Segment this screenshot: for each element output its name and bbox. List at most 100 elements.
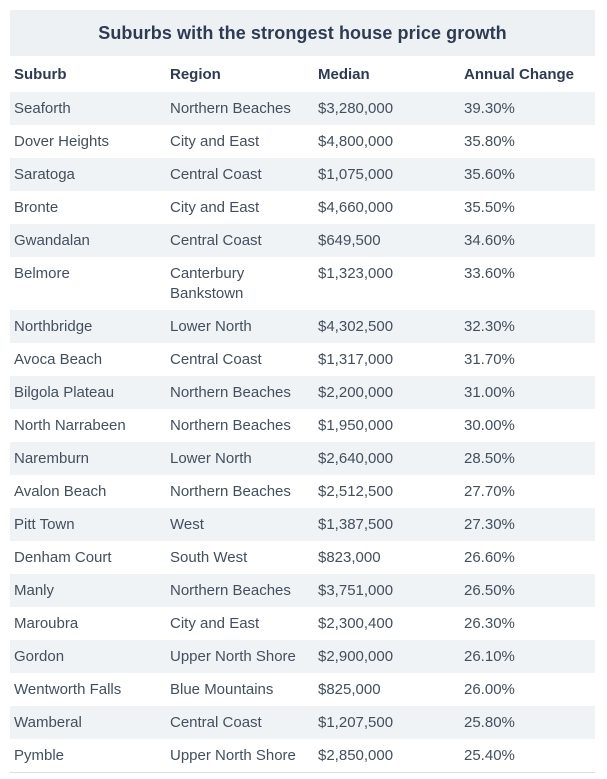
table-row: Wamberal Central Coast $1,207,500 25.80% (10, 706, 595, 739)
cell-annual-change: 30.00% (464, 417, 515, 434)
cell-region: Northern Beaches (170, 384, 291, 401)
table-title-bar: Suburbs with the strongest house price g… (10, 10, 595, 56)
cell-region: Lower North (170, 450, 252, 467)
cell-annual-change: 26.60% (464, 549, 515, 566)
cell-annual-change: 28.50% (464, 450, 515, 467)
cell-median: $2,300,400 (318, 615, 394, 632)
cell-region: Northern Beaches (170, 100, 291, 117)
table-title: Suburbs with the strongest house price g… (98, 22, 507, 43)
table-body: Seaforth Northern Beaches $3,280,000 39.30%… (10, 92, 595, 773)
cell-annual-change: 35.50% (464, 199, 515, 216)
cell-suburb: Pymble (14, 747, 65, 764)
cell-region: South West (170, 549, 248, 566)
cell-annual-change: 34.60% (464, 232, 515, 249)
cell-annual-change: 32.30% (464, 318, 515, 335)
cell-region: Lower North (170, 318, 252, 335)
cell-annual-change: 39.30% (464, 100, 515, 117)
cell-median: $1,317,000 (318, 351, 394, 368)
table-row: Wentworth Falls Blue Mountains $825,000 26.… (10, 673, 595, 706)
cell-suburb: Wentworth Falls (14, 681, 122, 698)
cell-median: $1,207,500 (318, 714, 394, 731)
cell-suburb: Naremburn (14, 450, 90, 467)
cell-median: $2,640,000 (318, 450, 394, 467)
cell-region: City and East (170, 615, 260, 632)
table-row: Naremburn Lower North $2,640,000 28.50% (10, 442, 595, 475)
cell-region: Upper North Shore (170, 747, 296, 764)
suburbs-price-growth-table: Suburb Region Median Annual Change Seafo… (10, 56, 595, 773)
cell-median: $823,000 (318, 549, 381, 566)
cell-median: $3,751,000 (318, 582, 394, 599)
cell-suburb: Seaforth (14, 100, 71, 117)
table-row: Dover Heights City and East $4,800,000 35.8… (10, 125, 595, 158)
table-row: Northbridge Lower North $4,302,500 32.30% (10, 310, 595, 343)
cell-region: West (170, 516, 204, 533)
cell-median: $1,387,500 (318, 516, 394, 533)
cell-annual-change: 31.70% (464, 351, 515, 368)
header-row: Suburb Region Median Annual Change (10, 56, 595, 92)
table-row: Bilgola Plateau Northern Beaches $2,200,00… (10, 376, 595, 409)
cell-region: City and East (170, 199, 260, 216)
cell-annual-change: 26.10% (464, 648, 515, 665)
cell-median: $1,323,000 (318, 265, 394, 282)
table-row: North Narrabeen Northern Beaches $1,950,00… (10, 409, 595, 442)
table-row: Pymble Upper North Shore $2,850,000 25.40% (10, 739, 595, 773)
cell-suburb: Dover Heights (14, 133, 110, 150)
column-header-suburb: Suburb (10, 56, 166, 92)
cell-median: $2,200,000 (318, 384, 394, 401)
cell-annual-change: 31.00% (464, 384, 515, 401)
cell-annual-change: 26.30% (464, 615, 515, 632)
cell-suburb: Wamberal (14, 714, 82, 731)
table-row: Manly Northern Beaches $3,751,000 26.50% (10, 574, 595, 607)
cell-region: Central Coast (170, 166, 262, 183)
cell-annual-change: 26.50% (464, 582, 515, 599)
cell-median: $4,660,000 (318, 199, 394, 216)
cell-median: $1,075,000 (318, 166, 394, 183)
table-row: Seaforth Northern Beaches $3,280,000 39.30% (10, 92, 595, 125)
table-row: Belmore Canterbury Bankstown $1,323,000 33.… (10, 257, 595, 310)
cell-region: Central Coast (170, 351, 262, 368)
cell-suburb: Avoca Beach (14, 351, 103, 368)
cell-suburb: Gwandalan (14, 232, 90, 249)
table-row: Saratoga Central Coast $1,075,000 35.60% (10, 158, 595, 191)
table-row: Bronte City and East $4,660,000 35.50% (10, 191, 595, 224)
cell-suburb: Denham Court (14, 549, 112, 566)
table-row: Avalon Beach Northern Beaches $2,512,500 27… (10, 475, 595, 508)
cell-region: Blue Mountains (170, 681, 274, 698)
cell-median: $4,800,000 (318, 133, 394, 150)
cell-annual-change: 33.60% (464, 265, 515, 282)
cell-region: Canterbury Bankstown (170, 265, 245, 302)
cell-median: $2,512,500 (318, 483, 394, 500)
cell-annual-change: 35.60% (464, 166, 515, 183)
cell-suburb: North Narrabeen (14, 417, 126, 434)
cell-suburb: Maroubra (14, 615, 79, 632)
cell-median: $3,280,000 (318, 100, 394, 117)
cell-region: Central Coast (170, 714, 262, 731)
cell-suburb: Manly (14, 582, 55, 599)
cell-annual-change: 27.70% (464, 483, 515, 500)
cell-suburb: Saratoga (14, 166, 75, 183)
cell-region: Central Coast (170, 232, 262, 249)
cell-suburb: Bronte (14, 199, 59, 216)
cell-suburb: Northbridge (14, 318, 93, 335)
table-row: Maroubra City and East $2,300,400 26.30% (10, 607, 595, 640)
cell-median: $649,500 (318, 232, 381, 249)
cell-region: Northern Beaches (170, 483, 291, 500)
cell-region: City and East (170, 133, 260, 150)
cell-median: $4,302,500 (318, 318, 394, 335)
cell-region: Northern Beaches (170, 582, 291, 599)
cell-annual-change: 25.40% (464, 747, 515, 764)
cell-median: $825,000 (318, 681, 381, 698)
cell-annual-change: 27.30% (464, 516, 515, 533)
cell-suburb: Belmore (14, 265, 70, 282)
table-row: Gwandalan Central Coast $649,500 34.60% (10, 224, 595, 257)
column-header-region: Region (166, 56, 314, 92)
table-row: Denham Court South West $823,000 26.60% (10, 541, 595, 574)
cell-suburb: Avalon Beach (14, 483, 107, 500)
cell-median: $1,950,000 (318, 417, 394, 434)
column-header-annual-change: Annual Change (460, 56, 595, 92)
cell-suburb: Gordon (14, 648, 65, 665)
cell-suburb: Bilgola Plateau (14, 384, 115, 401)
cell-median: $2,900,000 (318, 648, 394, 665)
cell-annual-change: 35.80% (464, 133, 515, 150)
